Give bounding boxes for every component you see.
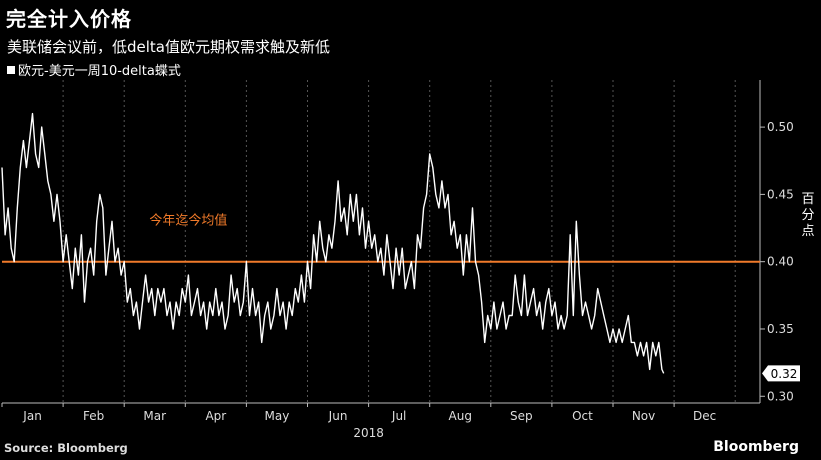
- legend: 欧元-美元一周10-delta蝶式: [7, 60, 181, 79]
- x-tick-label: Aug: [449, 409, 472, 423]
- y-tick-label: 0.30: [767, 389, 794, 403]
- bloomberg-logo: Bloomberg: [713, 439, 799, 455]
- y-tick-label: 0.35: [767, 322, 794, 336]
- series-line: [1, 112, 665, 374]
- x-tick-label: May: [265, 409, 290, 423]
- chart-title: 完全计入价格: [6, 7, 132, 31]
- x-tick-label: Jun: [328, 409, 348, 423]
- chart-subtitle: 美联储会议前，低delta值欧元期权需求触及新低: [7, 38, 330, 56]
- x-axis-label: 2018: [353, 426, 384, 440]
- last-value-tag: [762, 365, 800, 382]
- x-tick-label: Oct: [572, 409, 593, 423]
- x-tick-label: Jul: [391, 409, 406, 423]
- y-tick-label: 0.50: [767, 120, 794, 134]
- source-note: Source: Bloomberg: [4, 441, 128, 455]
- last-value-label: 0.32: [771, 367, 798, 381]
- x-tick-label: Sep: [510, 409, 533, 423]
- legend-label: 欧元-美元一周10-delta蝶式: [18, 64, 181, 79]
- x-tick-label: Mar: [143, 409, 166, 423]
- legend-swatch: [7, 65, 15, 74]
- x-tick-label: Feb: [83, 409, 104, 423]
- y-tick-label: 0.45: [767, 187, 794, 201]
- y-axis-label: 百分点: [801, 192, 815, 239]
- x-tick-label: Apr: [205, 409, 226, 423]
- y-tick-label: 0.40: [767, 255, 794, 269]
- x-tick-label: Nov: [632, 409, 655, 423]
- x-tick-label: Dec: [693, 409, 716, 423]
- reference-line-label: 今年迄今均值: [149, 213, 227, 229]
- x-tick-label: Jan: [22, 409, 42, 423]
